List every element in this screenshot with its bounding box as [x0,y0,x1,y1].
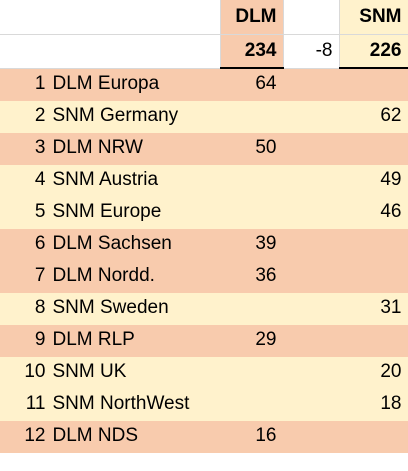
rank-cell[interactable]: 6 [0,228,51,261]
snm-value-cell[interactable] [339,260,408,293]
name-cell[interactable]: SNM UK [50,356,221,389]
cell[interactable] [50,34,221,69]
name-cell[interactable]: SNM Germany [50,100,221,133]
dlm-value-cell[interactable] [220,100,284,133]
rank-cell[interactable]: 5 [0,196,51,229]
rank-cell[interactable]: 12 [0,420,51,453]
cell[interactable] [0,0,50,35]
name-cell[interactable]: DLM NDS [50,420,221,453]
diff-cell[interactable] [283,100,340,133]
rank-cell[interactable]: 10 [0,356,51,389]
difference-value[interactable]: -8 [283,34,340,69]
rank-cell[interactable]: 8 [0,292,51,325]
snm-value-cell[interactable]: 18 [339,388,408,421]
table-row: 8 SNM Sweden 31 [0,292,408,325]
cell[interactable] [0,34,50,69]
table-row: 12 DLM NDS 16 [0,420,408,453]
cell[interactable] [283,0,340,35]
name-cell[interactable]: SNM Sweden [50,292,221,325]
diff-cell[interactable] [283,388,340,421]
name-cell[interactable]: SNM Europe [50,196,221,229]
table-row: 11 SNM NorthWest 18 [0,388,408,421]
snm-total[interactable]: 226 [339,34,408,69]
diff-cell[interactable] [283,324,340,357]
table-row: 5 SNM Europe 46 [0,196,408,229]
diff-cell[interactable] [283,228,340,261]
table-row: 6 DLM Sachsen 39 [0,228,408,261]
dlm-value-cell[interactable] [220,196,284,229]
diff-cell[interactable] [283,132,340,165]
snm-value-cell[interactable]: 31 [339,292,408,325]
snm-value-cell[interactable]: 20 [339,356,408,389]
table-row: 10 SNM UK 20 [0,356,408,389]
rank-cell[interactable]: 7 [0,260,51,293]
snm-value-cell[interactable]: 46 [339,196,408,229]
diff-cell[interactable] [283,68,340,101]
rank-cell[interactable]: 2 [0,100,51,133]
header-row-labels: DLM SNM [0,0,408,35]
snm-header-label[interactable]: SNM [339,0,408,35]
rank-cell[interactable]: 9 [0,324,51,357]
dlm-value-cell[interactable]: 64 [220,68,284,101]
dlm-value-cell[interactable]: 36 [220,260,284,293]
dlm-total[interactable]: 234 [220,34,284,69]
snm-value-cell[interactable] [339,132,408,165]
diff-cell[interactable] [283,164,340,197]
table-row: 2 SNM Germany 62 [0,100,408,133]
diff-cell[interactable] [283,196,340,229]
table-row: 7 DLM Nordd. 36 [0,260,408,293]
table-row: 3 DLM NRW 50 [0,132,408,165]
table-row: 1 DLM Europa 64 [0,68,408,101]
diff-cell[interactable] [283,420,340,453]
name-cell[interactable]: DLM Nordd. [50,260,221,293]
rank-cell[interactable]: 11 [0,388,51,421]
name-cell[interactable]: DLM Europa [50,68,221,101]
snm-value-cell[interactable] [339,324,408,357]
dlm-header-label[interactable]: DLM [220,0,284,35]
table-row: 4 SNM Austria 49 [0,164,408,197]
diff-cell[interactable] [283,356,340,389]
name-cell[interactable]: DLM RLP [50,324,221,357]
dlm-value-cell[interactable] [220,356,284,389]
dlm-value-cell[interactable]: 50 [220,132,284,165]
name-cell[interactable]: DLM NRW [50,132,221,165]
dlm-value-cell[interactable]: 29 [220,324,284,357]
name-cell[interactable]: DLM Sachsen [50,228,221,261]
dlm-value-cell[interactable] [220,164,284,197]
snm-value-cell[interactable]: 49 [339,164,408,197]
snm-value-cell[interactable] [339,228,408,261]
dlm-value-cell[interactable] [220,292,284,325]
diff-cell[interactable] [283,260,340,293]
cell[interactable] [50,0,221,35]
ranking-table: DLM SNM 234 -8 226 1 DLM Europa 64 2 SNM Ger… [0,0,408,453]
rank-cell[interactable]: 3 [0,132,51,165]
rank-cell[interactable]: 1 [0,68,51,101]
header-row-totals: 234 -8 226 [0,34,408,69]
rank-cell[interactable]: 4 [0,164,51,197]
table-row: 9 DLM RLP 29 [0,324,408,357]
snm-value-cell[interactable]: 62 [339,100,408,133]
diff-cell[interactable] [283,292,340,325]
dlm-value-cell[interactable] [220,388,284,421]
name-cell[interactable]: SNM NorthWest [50,388,221,421]
dlm-value-cell[interactable]: 16 [220,420,284,453]
dlm-value-cell[interactable]: 39 [220,228,284,261]
snm-value-cell[interactable] [339,68,408,101]
name-cell[interactable]: SNM Austria [50,164,221,197]
snm-value-cell[interactable] [339,420,408,453]
